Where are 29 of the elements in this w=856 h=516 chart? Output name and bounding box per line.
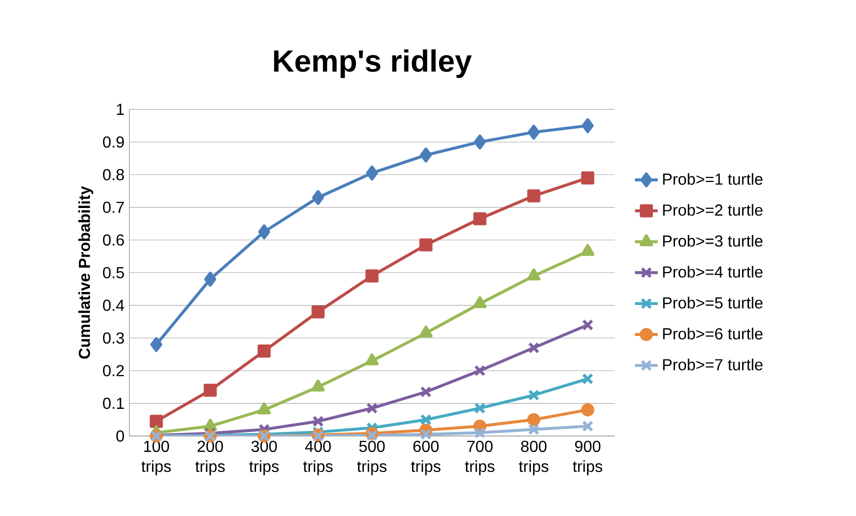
y-tick-label: 0 (116, 430, 124, 442)
legend-label: Prob>=2 turtle (663, 204, 762, 216)
y-tick-label: 0.4 (103, 300, 124, 311)
legend-label: Prob>=1 turtle (663, 173, 762, 185)
x-tick-label: 600 trips (411, 440, 440, 476)
legend-label: Prob>=3 turtle (663, 234, 762, 247)
x-tick-label: 700 trips (464, 440, 494, 476)
y-axis-title: Cumulative Probability (78, 186, 94, 359)
legend-label: Prob>=5 turtle (663, 296, 762, 309)
legend-label: Prob>=6 turtle (663, 328, 762, 340)
legend-label: Prob>=7 turtle (663, 358, 762, 370)
y-tick-label: 0.8 (103, 168, 124, 180)
x-tick-label: 800 trips (518, 440, 548, 476)
x-tick-label: 900 trips (572, 440, 602, 476)
y-tick-label: 0.5 (103, 266, 124, 278)
y-tick-label: 0.7 (103, 202, 124, 213)
x-tick-label: 100 trips (141, 440, 171, 476)
x-tick-label: 400 trips (303, 440, 333, 476)
x-tick-label: 200 trips (195, 440, 225, 476)
y-tick-label: 0.9 (103, 136, 124, 148)
x-tick-label: 300 trips (249, 440, 279, 476)
y-tick-label: 0.1 (103, 398, 124, 409)
legend-label: Prob>=4 turtle (663, 266, 762, 278)
y-tick-label: 0.6 (103, 234, 124, 246)
y-tick-label: 0.2 (103, 364, 124, 376)
y-tick-label: 0.3 (103, 332, 124, 344)
y-tick-label: 1 (116, 104, 124, 115)
x-tick-label: 500 trips (357, 440, 387, 476)
chart-title: Kemp's ridley (274, 49, 472, 78)
